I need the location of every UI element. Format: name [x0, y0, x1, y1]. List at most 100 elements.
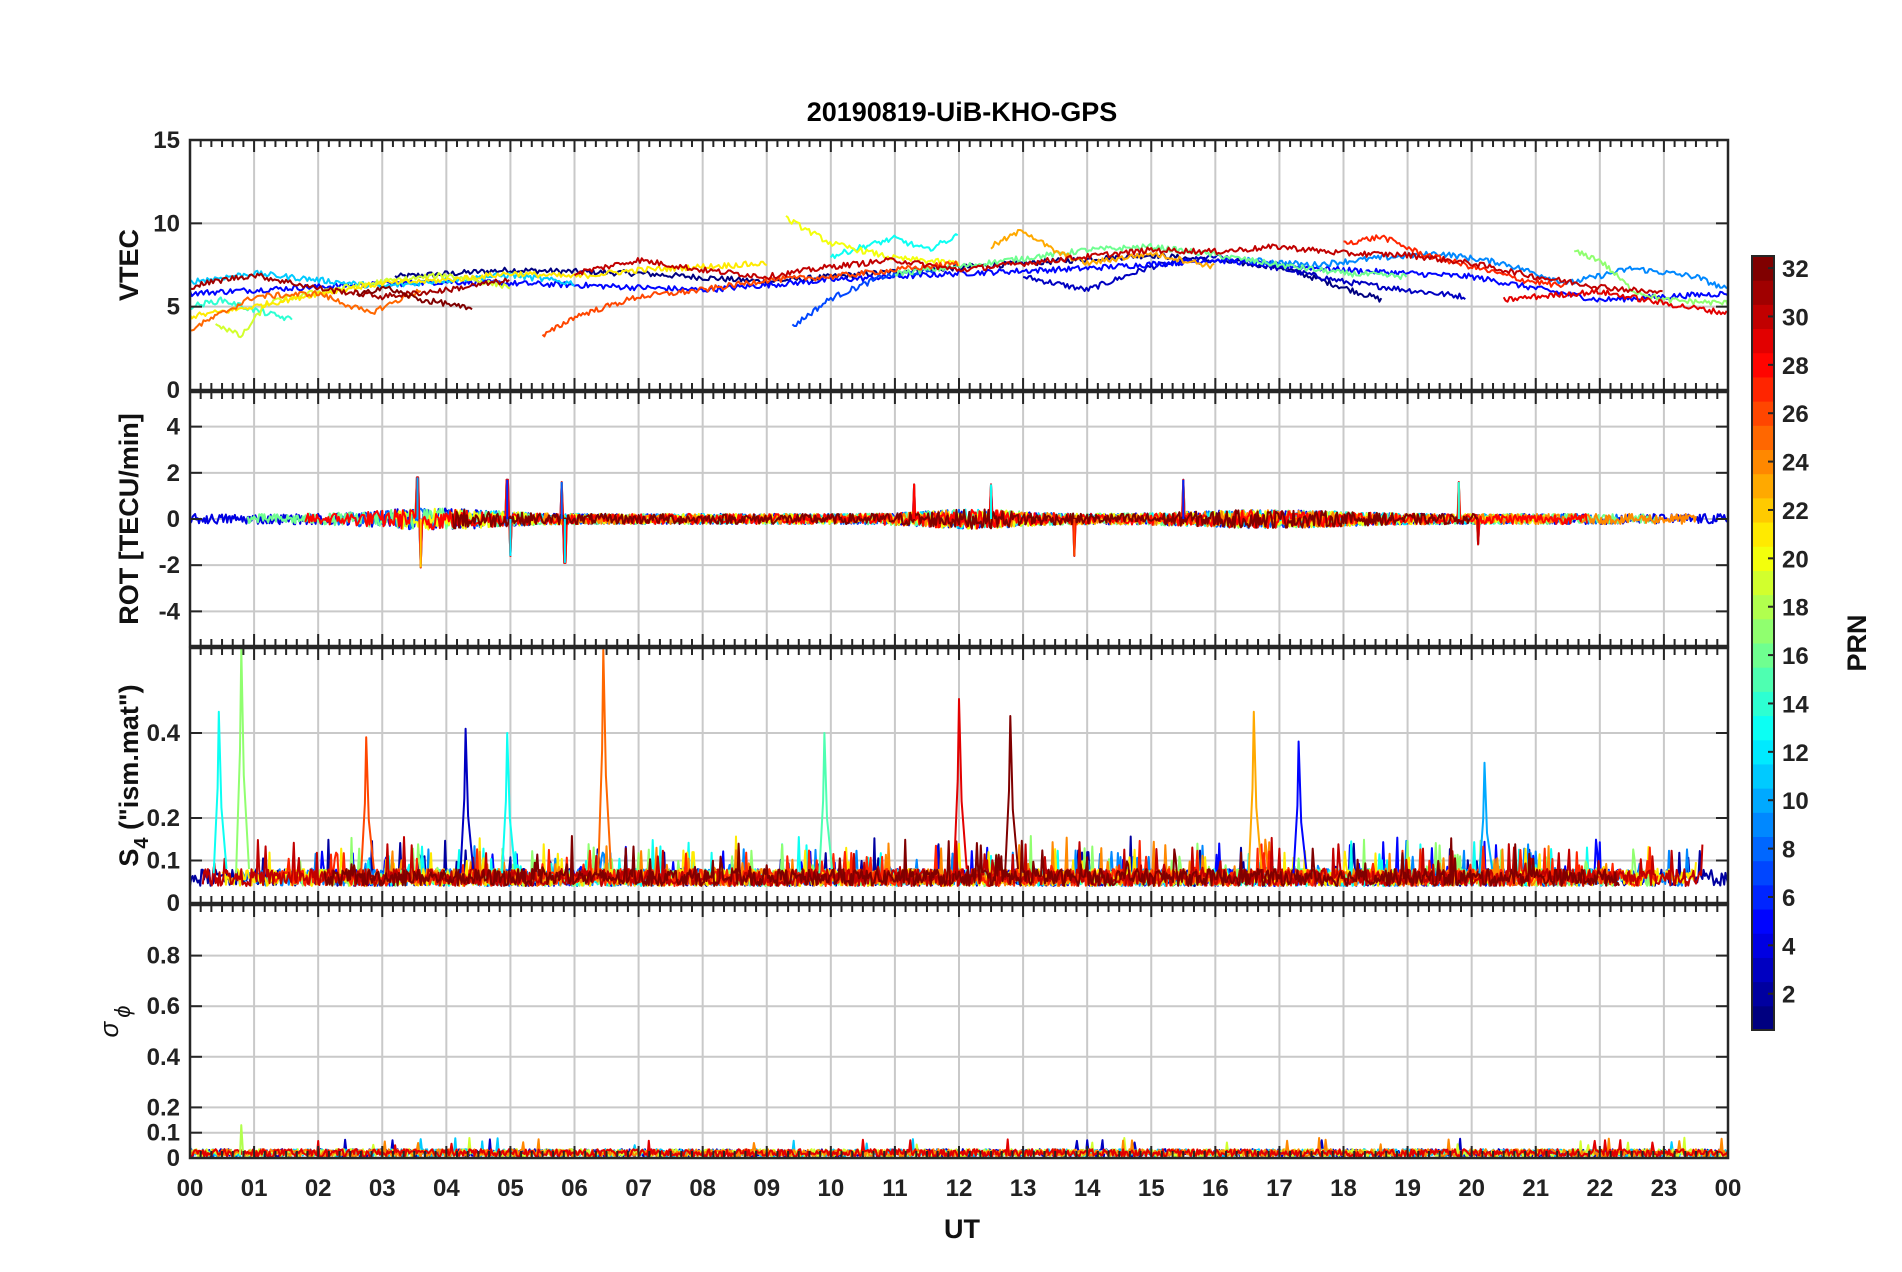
x-tick-label: 05: [497, 1175, 524, 1202]
colorbar-tick-label: 20: [1782, 546, 1809, 573]
s4-trace-prn-32: [323, 835, 1621, 887]
colorbar-segment: [1752, 618, 1774, 644]
x-tick-label: 13: [1010, 1175, 1037, 1202]
colorbar-segment: [1752, 546, 1774, 571]
s4-spike: [212, 710, 228, 874]
colorbar-segment: [1752, 788, 1774, 813]
x-tick-label: 09: [753, 1175, 780, 1202]
colorbar-tick-label: 18: [1782, 595, 1809, 622]
x-axis-label: UT: [944, 1214, 980, 1244]
rot-trace-prn-32: [451, 508, 1479, 530]
s4-spike: [501, 732, 516, 874]
y-tick-label: 2: [167, 460, 180, 487]
y-tick-label: 4: [167, 414, 181, 441]
vtec-y-label: VTEC: [114, 229, 144, 301]
panel-frame: [188, 138, 1730, 392]
vtec-trace-prn-32: [356, 285, 473, 311]
colorbar-segment: [1752, 352, 1774, 378]
sigma-spike: [238, 1124, 245, 1156]
colorbar-tick-label: 12: [1782, 740, 1809, 767]
colorbar-tick-label: 30: [1782, 304, 1809, 331]
colorbar-tick-label: 10: [1782, 788, 1809, 815]
vtec-trace-prn-16: [894, 242, 1408, 281]
x-tick-label: 00: [177, 1175, 204, 1202]
colorbar-tick-label: 2: [1782, 982, 1795, 1009]
s4-spike: [459, 727, 475, 874]
colorbar-segment: [1752, 473, 1774, 499]
colorbar-segment: [1752, 691, 1774, 717]
y-tick-label: -2: [159, 552, 180, 579]
y-tick-label: 0.6: [147, 993, 180, 1020]
colorbar-segment: [1752, 328, 1774, 354]
vtec-trace-prn-29: [1502, 288, 1728, 316]
colorbar-tick-label: 4: [1782, 933, 1796, 960]
vtec-trace-prn-21: [189, 260, 768, 320]
y-axis-labels: VTEC ROT [TECU/min] S4 ("ism.mat") σϕ: [94, 229, 153, 1037]
colorbar-segment: [1752, 812, 1774, 837]
colorbar-segment: [1752, 304, 1774, 330]
x-tick-label: 01: [241, 1175, 268, 1202]
x-tick-label: 16: [1202, 1175, 1229, 1202]
x-tick-label: 23: [1651, 1175, 1678, 1202]
colorbar-segment: [1752, 836, 1774, 862]
x-tick-label: 00: [1715, 1175, 1742, 1202]
sigma-phi-y-label: σϕ: [94, 1006, 135, 1038]
y-tick-label: 0.8: [147, 943, 180, 970]
x-tick-label: 10: [817, 1175, 844, 1202]
x-tick-label: 06: [561, 1175, 588, 1202]
colorbar-frame: [1751, 255, 1775, 1031]
y-tick-label: 5: [167, 294, 180, 321]
s4-spike: [235, 647, 250, 874]
vtec-trace-prn-30: [573, 243, 1663, 295]
colorbar-segment: [1752, 667, 1774, 692]
colorbar-tick-label: 22: [1782, 498, 1809, 525]
colorbar-segment: [1752, 449, 1774, 475]
vtec-trace-prn-25: [189, 288, 422, 332]
s4-spike: [1247, 710, 1263, 874]
x-tick-label: 04: [433, 1175, 460, 1202]
y-tick-label: 0.2: [147, 805, 180, 832]
vtec-trace-prn-26: [541, 260, 959, 338]
vtec-trace-prn-17: [1574, 249, 1729, 307]
s4-spike: [1478, 761, 1494, 874]
panel-frame: [188, 646, 1730, 905]
x-tick-label: 07: [625, 1175, 652, 1202]
colorbar-tick-label: 14: [1782, 691, 1809, 718]
y-tick-label: 0.1: [147, 1120, 180, 1147]
x-tick-label: 21: [1522, 1175, 1549, 1202]
s4-trace-prn-24: [343, 836, 1614, 887]
s4-spike: [818, 732, 834, 874]
x-tick-label: 03: [369, 1175, 396, 1202]
vtec-trace-prn-23: [990, 229, 1215, 270]
y-tick-label: 0: [167, 377, 180, 404]
colorbar-segment: [1752, 884, 1774, 910]
y-tick-label: 0.2: [147, 1094, 180, 1121]
x-tick-label: 14: [1074, 1175, 1101, 1202]
colorbar-segment: [1752, 280, 1774, 305]
colorbar-segment: [1752, 981, 1774, 1007]
vtec-panel: 0 5 10 15: [153, 127, 1730, 404]
vtec-trace-prn-31: [189, 272, 510, 301]
x-tick-label: 22: [1586, 1175, 1613, 1202]
panel-frame: [188, 390, 1730, 648]
colorbar-tick-label: 6: [1782, 885, 1795, 912]
x-tick-label: 11: [882, 1175, 907, 1202]
s4-y-label: S4 ("ism.mat"): [114, 684, 153, 866]
y-tick-label: 0: [167, 890, 180, 917]
colorbar-segment: [1752, 376, 1774, 402]
colorbar-segment: [1752, 860, 1774, 886]
x-tick-label: 17: [1266, 1175, 1293, 1202]
colorbar-tick-label: 32: [1782, 256, 1809, 283]
x-axis-tick-labels: 00 01 02 03 04 05 06 07 08 09 10 11 12 13 14 15 16 17 18 19…: [177, 1175, 1742, 1202]
colorbar-segment: [1752, 739, 1774, 765]
y-tick-label: 0: [167, 1145, 180, 1172]
x-tick-label: 08: [689, 1175, 716, 1202]
colorbar-tick-label: 16: [1782, 643, 1809, 670]
x-tick-label: 20: [1458, 1175, 1485, 1202]
y-tick-label: 0.4: [147, 720, 181, 747]
s4-spike: [1004, 715, 1019, 874]
rot-panel: -4 -2 0 2 4: [159, 390, 1730, 648]
colorbar-segment: [1752, 401, 1774, 426]
